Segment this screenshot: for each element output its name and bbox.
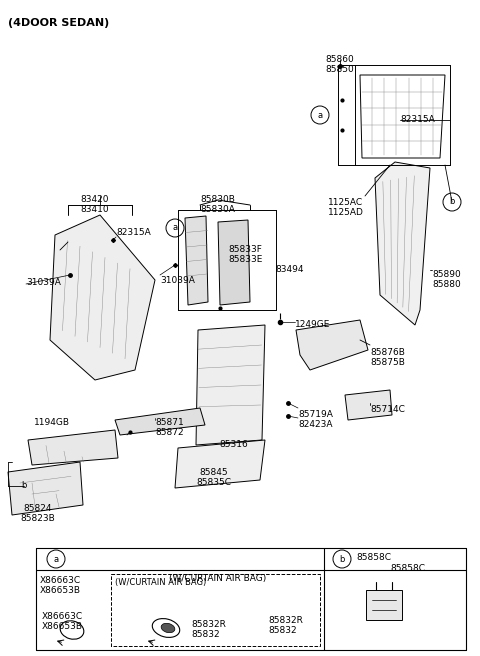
FancyBboxPatch shape — [366, 590, 402, 620]
Text: 85824
85823B: 85824 85823B — [21, 504, 55, 523]
Text: X86663C
X86653B: X86663C X86653B — [41, 612, 83, 631]
Polygon shape — [8, 462, 83, 515]
Ellipse shape — [161, 623, 175, 632]
Text: 85832R
85832: 85832R 85832 — [268, 616, 303, 636]
Polygon shape — [185, 216, 208, 305]
Text: 85876B
85875B: 85876B 85875B — [370, 348, 405, 367]
Text: 85714C: 85714C — [370, 405, 405, 414]
Text: 83494: 83494 — [275, 265, 303, 274]
Text: 31039A: 31039A — [160, 276, 195, 285]
Text: 85833F
85833E: 85833F 85833E — [228, 245, 263, 264]
Polygon shape — [375, 162, 430, 325]
Text: b: b — [339, 554, 345, 564]
Text: 85871
85872: 85871 85872 — [155, 418, 184, 438]
Text: (W/CURTAIN AIR BAG): (W/CURTAIN AIR BAG) — [115, 578, 206, 587]
Text: 1194GB: 1194GB — [34, 418, 70, 427]
Text: 85858C: 85858C — [390, 564, 425, 573]
Polygon shape — [175, 440, 265, 488]
Text: a: a — [172, 224, 178, 232]
Polygon shape — [115, 408, 205, 435]
Text: 82315A: 82315A — [400, 115, 435, 124]
Polygon shape — [345, 390, 392, 420]
Polygon shape — [296, 320, 368, 370]
FancyBboxPatch shape — [111, 574, 320, 646]
Text: 85845
85835C: 85845 85835C — [196, 468, 231, 487]
Text: 82315A: 82315A — [116, 228, 151, 237]
Text: 85719A
82423A: 85719A 82423A — [298, 410, 333, 430]
Text: 85890
85880: 85890 85880 — [432, 270, 461, 289]
Text: a: a — [317, 110, 323, 119]
Polygon shape — [50, 215, 155, 380]
Text: 85858C: 85858C — [356, 553, 391, 562]
Text: (4DOOR SEDAN): (4DOOR SEDAN) — [8, 18, 109, 28]
Text: 1249GE: 1249GE — [295, 320, 330, 329]
Text: 1125AC
1125AD: 1125AC 1125AD — [328, 198, 364, 217]
Text: 85316: 85316 — [220, 440, 248, 449]
Polygon shape — [218, 220, 250, 305]
Text: (W/CURTAIN AIR BAG): (W/CURTAIN AIR BAG) — [169, 574, 266, 583]
Text: 85830B
85830A: 85830B 85830A — [201, 195, 235, 215]
Text: a: a — [53, 554, 59, 564]
Polygon shape — [28, 430, 118, 465]
Text: 85860
85850: 85860 85850 — [325, 55, 354, 74]
Text: 83420
83410: 83420 83410 — [81, 195, 109, 215]
Text: b: b — [449, 197, 455, 207]
Text: b: b — [21, 482, 27, 491]
Polygon shape — [196, 325, 265, 445]
Text: 85832R
85832: 85832R 85832 — [191, 620, 226, 640]
Text: 31039A: 31039A — [26, 278, 61, 287]
Text: X86663C
X86653B: X86663C X86653B — [40, 576, 81, 596]
